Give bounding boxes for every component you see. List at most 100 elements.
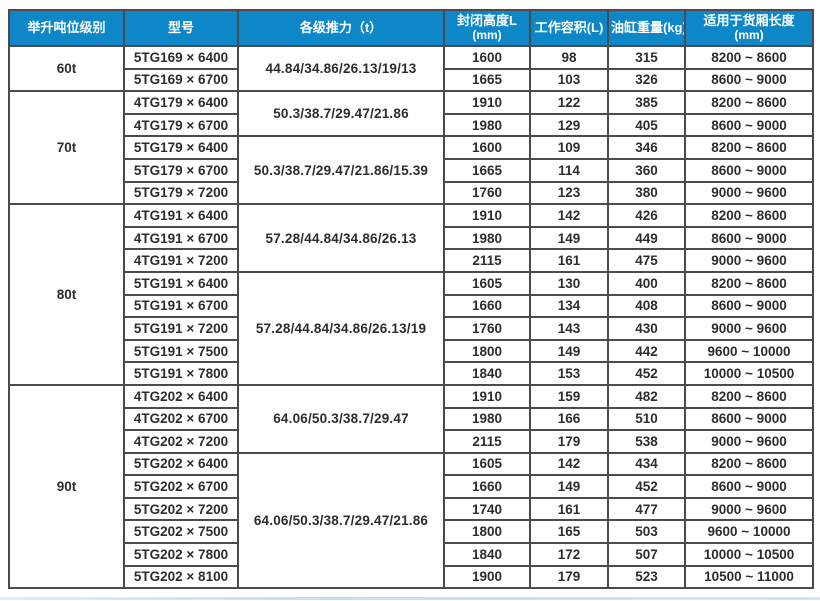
box-length-cell: 9000 ~ 9600: [684, 496, 814, 522]
column-header-label: 工作容积(L): [534, 19, 604, 35]
model-cell: 4TG202 × 7200: [123, 429, 239, 454]
table-row: 5TG191 × 7500 1800 149 442 9600 ~ 10000: [9, 338, 814, 364]
column-header-unit: (mm): [734, 27, 764, 42]
table-row: 5TG202 × 8100 1900 179 523 10500 ~ 11000: [9, 564, 814, 590]
column-header-label: 油缸重量(kg): [611, 19, 685, 35]
column-header-model: 型号: [123, 9, 239, 47]
closed-height-cell: 2115: [443, 429, 531, 454]
column-header-box-length: 适用于货厢长度 (mm): [684, 9, 814, 47]
model-cell: 5TG202 × 6400: [123, 451, 239, 477]
tonnage-cell: 70t: [8, 90, 125, 206]
box-length-cell: 8200 ~ 8600: [684, 135, 814, 160]
closed-height-cell: 1910: [443, 383, 531, 409]
column-header-stage-thrust: 各级推力（t）: [237, 9, 445, 47]
table-header-row: 举升吨位级别 型号 各级推力（t） 封闭高度L (mm) 工作容积(L) 油缸重量(kg) 适…: [8, 9, 814, 47]
table-row: 5TG191 × 6400 57.28/44.84/34.86/26.13/19 1…: [9, 270, 814, 386]
table-row: 60t 5TG169 × 6400 44.84/34.86/26.13/19/13 1…: [8, 44, 814, 93]
column-header-unit: (mm): [472, 27, 502, 42]
box-length-cell: 8600 ~ 9000: [684, 293, 814, 319]
cylinder-weight-cell: 380: [607, 180, 686, 206]
column-header-label: 举升吨位级别: [27, 19, 106, 35]
table-body: 60t 5TG169 × 6400 44.84/34.86/26.13/19/13 1…: [8, 44, 814, 590]
thrust-cell: 57.28/44.84/34.86/26.13/19: [237, 270, 445, 386]
work-volume-cell: 134: [529, 293, 609, 319]
thrust-cell: 50.3/38.7/29.47/21.86/15.39: [237, 135, 445, 206]
closed-height-cell: 1665: [443, 157, 531, 183]
box-length-cell: 9000 ~ 9600: [684, 316, 814, 341]
model-cell: 5TG202 × 7200: [123, 496, 239, 522]
table-row: 5TG202 × 7800 1840 172 507 10000 ~ 10500: [9, 542, 814, 567]
work-volume-cell: 161: [529, 496, 609, 522]
model-cell: 5TG202 × 8100: [123, 564, 239, 590]
closed-height-cell: 2115: [443, 248, 531, 273]
work-volume-cell: 165: [529, 519, 609, 545]
table-row: 5TG202 × 7200 1740 161 477 9000 ~ 9600: [9, 496, 814, 522]
cylinder-weight-cell: 400: [607, 270, 686, 296]
thrust-cell: 64.06/50.3/38.7/29.47: [237, 383, 445, 454]
box-length-cell: 8200 ~ 8600: [684, 203, 814, 228]
box-length-cell: 9000 ~ 9600: [684, 248, 814, 273]
table-row: 5TG169 × 6700 1665 103 326 8600 ~ 9000: [9, 67, 814, 93]
model-cell: 5TG191 × 6700: [123, 293, 239, 319]
table-row: 5TG179 × 6400 50.3/38.7/29.47/21.86/15.39…: [9, 135, 814, 206]
closed-height-cell: 1600: [443, 45, 531, 70]
box-length-cell: 10500 ~ 11000: [684, 564, 814, 590]
box-length-cell: 8600 ~ 9000: [684, 157, 814, 183]
work-volume-cell: 166: [529, 406, 609, 432]
column-header-label: 各级推力（t）: [299, 19, 383, 35]
cylinder-weight-cell: 510: [607, 406, 686, 432]
column-header-label: 型号: [167, 19, 194, 35]
closed-height-cell: 1910: [443, 203, 531, 228]
box-length-cell: 8200 ~ 8600: [684, 270, 814, 296]
work-volume-cell: 161: [529, 248, 609, 273]
box-length-cell: 10000 ~ 10500: [684, 542, 814, 567]
work-volume-cell: 130: [529, 270, 609, 296]
cylinder-weight-cell: 452: [607, 474, 686, 499]
box-length-cell: 8600 ~ 9000: [684, 225, 814, 251]
box-length-cell: 8200 ~ 8600: [684, 383, 814, 409]
model-cell: 5TG179 × 6700: [123, 157, 239, 183]
box-length-cell: 9000 ~ 9600: [684, 429, 814, 454]
table-row: 4TG191 × 7200 2115 161 475 9000 ~ 9600: [9, 248, 814, 273]
box-length-cell: 8200 ~ 8600: [684, 45, 814, 70]
model-cell: 4TG202 × 6700: [123, 406, 239, 432]
model-cell: 5TG169 × 6700: [123, 67, 239, 93]
work-volume-cell: 114: [529, 157, 609, 183]
model-cell: 5TG202 × 6700: [123, 474, 239, 499]
closed-height-cell: 1665: [443, 67, 531, 93]
column-header-tonnage-class: 举升吨位级别: [8, 9, 125, 47]
closed-height-cell: 1980: [443, 225, 531, 251]
table-row: 70t 4TG179 × 6400 50.3/38.7/29.47/21.86 191…: [8, 90, 814, 206]
tonnage-cell: 60t: [8, 44, 125, 93]
work-volume-cell: 123: [529, 180, 609, 206]
work-volume-cell: 149: [529, 338, 609, 364]
closed-height-cell: 1660: [443, 474, 531, 499]
work-volume-cell: 149: [529, 225, 609, 251]
table-row: 4TG202 × 7200 2115 179 538 9000 ~ 9600: [9, 429, 814, 454]
cylinder-weight-cell: 442: [607, 338, 686, 364]
closed-height-cell: 1840: [443, 542, 531, 567]
box-length-cell: 8600 ~ 9000: [684, 406, 814, 432]
cylinder-weight-cell: 405: [607, 112, 686, 138]
lift-cylinder-spec-table: 举升吨位级别 型号 各级推力（t） 封闭高度L (mm) 工作容积(L) 油缸重量(kg) 适…: [8, 9, 814, 590]
column-header-work-volume: 工作容积(L): [529, 9, 609, 47]
model-cell: 5TG191 × 7800: [123, 361, 239, 386]
box-length-cell: 9600 ~ 10000: [684, 519, 814, 545]
model-cell: 5TG202 × 7500: [123, 519, 239, 545]
model-cell: 5TG191 × 7200: [123, 316, 239, 341]
closed-height-cell: 1605: [443, 270, 531, 296]
model-cell: 4TG179 × 6700: [123, 112, 239, 138]
cylinder-weight-cell: 326: [607, 67, 686, 93]
thrust-cell: 57.28/44.84/34.86/26.13: [237, 203, 445, 273]
work-volume-cell: 103: [529, 67, 609, 93]
closed-height-cell: 1900: [443, 564, 531, 590]
work-volume-cell: 179: [529, 564, 609, 590]
table-row: 5TG191 × 7800 1840 153 452 10000 ~ 10500: [9, 361, 814, 386]
cylinder-weight-cell: 475: [607, 248, 686, 273]
cylinder-weight-cell: 523: [607, 564, 686, 590]
cylinder-weight-cell: 430: [607, 316, 686, 341]
cylinder-weight-cell: 426: [607, 203, 686, 228]
model-cell: 4TG202 × 6400: [123, 383, 239, 409]
box-length-cell: 10000 ~ 10500: [684, 361, 814, 386]
